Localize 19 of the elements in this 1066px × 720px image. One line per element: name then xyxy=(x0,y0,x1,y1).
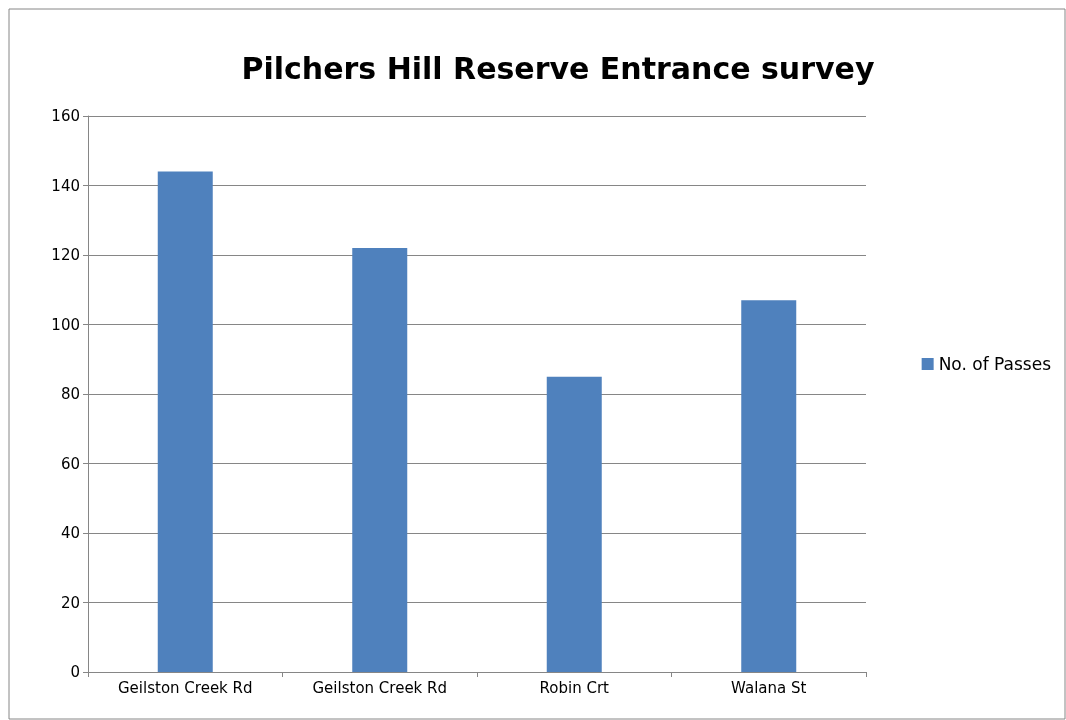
x-tick-label: Robin Crt xyxy=(539,678,610,697)
y-tick-label: 40 xyxy=(60,524,80,542)
y-tick-label: 60 xyxy=(60,454,80,473)
y-tick-label: 120 xyxy=(51,246,80,264)
bar xyxy=(741,300,797,672)
x-tick-label: Geilston Creek Rd xyxy=(312,678,448,697)
legend-label: No. of Passes xyxy=(938,354,1052,374)
y-tick-label: 20 xyxy=(60,593,80,612)
y-tick-label: 100 xyxy=(51,315,80,334)
y-tick-label: 160 xyxy=(51,107,80,125)
y-tick-label: 80 xyxy=(60,385,80,403)
bar xyxy=(352,248,408,672)
y-tick-label: 140 xyxy=(51,176,80,195)
x-tick-label: Walana St xyxy=(731,678,807,697)
bar xyxy=(546,376,602,672)
x-tick-label: Geilston Creek Rd xyxy=(117,678,253,697)
bar xyxy=(157,171,213,672)
y-tick-label: 0 xyxy=(70,663,80,681)
chart-title: Pilchers Hill Reserve Entrance survey xyxy=(241,50,875,86)
